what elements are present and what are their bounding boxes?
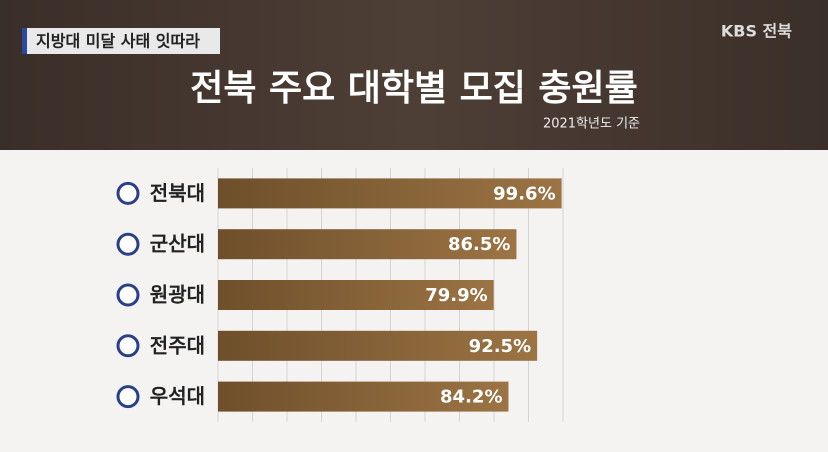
- bar: [218, 280, 494, 310]
- university-logo: [116, 181, 140, 205]
- plot: 전북대 99.6% 군산대 86.5% 원광대 79.9% 전주대 92.5% 우석대 84.2%: [116, 168, 564, 422]
- tag-accent: [22, 28, 27, 54]
- y-tick-label: 전주대: [150, 333, 205, 357]
- subtitle: 2021학년도 기준: [543, 117, 640, 132]
- university-logo: [116, 385, 140, 409]
- value-label: 99.6%: [493, 183, 555, 204]
- y-tick-label: 전북대: [150, 181, 205, 205]
- bar: [218, 178, 562, 209]
- university-logo: [116, 232, 140, 256]
- y-tick-label: 우석대: [150, 384, 205, 408]
- value-label: 84.2%: [440, 387, 502, 408]
- tag-box: [22, 28, 220, 54]
- bar: [218, 381, 509, 412]
- tag: 지방대 미달 사태 잇따라: [36, 32, 200, 51]
- value-label: 86.5%: [448, 234, 510, 255]
- university-logo: [116, 283, 140, 307]
- bar: [218, 229, 517, 260]
- chart-title: 전북 주요 대학별 모집 충원률: [190, 68, 638, 109]
- value-label: 79.9%: [425, 285, 487, 306]
- logo: KBS 전북: [721, 22, 792, 41]
- y-tick-label: 원광대: [150, 283, 205, 307]
- bar: [218, 330, 538, 361]
- header: [0, 0, 828, 150]
- value-label: 92.5%: [469, 336, 531, 357]
- university-logo: [116, 334, 140, 358]
- y-tick-label: 군산대: [150, 232, 205, 256]
